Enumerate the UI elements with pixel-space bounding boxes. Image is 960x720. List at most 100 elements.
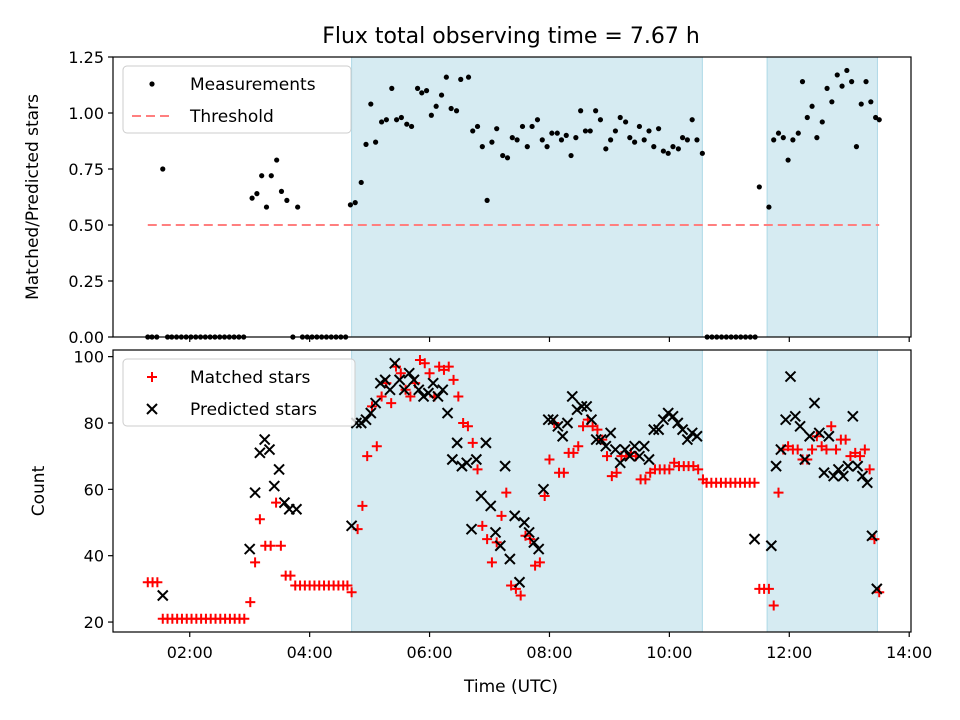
matched-star-point <box>496 510 507 521</box>
predicted-star-point <box>355 417 367 429</box>
predicted-star-point <box>254 447 266 459</box>
measurement-point <box>458 76 464 82</box>
measurement-point <box>775 130 782 136</box>
predicted-star-point <box>413 384 425 396</box>
predicted-star-point <box>861 476 873 489</box>
measurement-point <box>504 155 511 161</box>
measurement-point <box>389 85 395 91</box>
matched-star-point <box>578 421 589 432</box>
measurement-point <box>689 117 695 123</box>
matched-star-point <box>768 600 779 611</box>
matched-star-point <box>152 577 163 588</box>
predicted-star-point <box>561 417 574 429</box>
count-panel: 20 40 60 80 100 02:00 04:00 06:00 08:00 10:00 12:0… <box>29 348 932 662</box>
measurement-point <box>509 135 515 141</box>
predicted-star-point <box>614 457 626 469</box>
measurement-point <box>766 204 772 210</box>
matched-star-point <box>250 557 261 568</box>
legend-marker <box>149 81 155 87</box>
matched-star-point <box>611 467 622 478</box>
measurement-point <box>368 101 374 107</box>
predicted-star-point <box>604 427 617 439</box>
matched-star-point <box>357 500 368 511</box>
predicted-star-point <box>813 427 825 439</box>
matched-star-point <box>807 444 818 455</box>
y-tick-label: 0.00 <box>68 328 104 347</box>
measurement-point <box>484 197 490 203</box>
measurement-point <box>284 197 290 203</box>
predicted-star-point <box>273 463 285 476</box>
measurement-point <box>378 119 385 125</box>
measurement-point <box>534 117 541 123</box>
predicted-star-point <box>470 453 483 466</box>
predicted-star-point <box>652 423 665 436</box>
measurement-point <box>623 119 629 125</box>
matched-star-point <box>826 421 837 432</box>
predicted-star-point <box>537 483 550 496</box>
predicted-star-point <box>628 440 641 452</box>
measurement-point <box>408 123 415 130</box>
measurement-point <box>641 137 647 143</box>
measurement-point <box>627 135 633 141</box>
matched-star-point <box>749 477 760 488</box>
measurement-point <box>363 141 369 147</box>
measurement-point <box>278 188 285 194</box>
shaded-interval <box>766 349 878 633</box>
matched-star-point <box>448 374 459 385</box>
predicted-star-point <box>667 410 679 423</box>
predicted-star-point <box>856 470 869 482</box>
measurement-point <box>404 121 410 127</box>
matched-star-point <box>693 464 704 475</box>
shaded-interval <box>766 56 878 338</box>
matched-star-point <box>443 361 454 372</box>
predicted-star-point <box>345 520 358 532</box>
measurement-point <box>684 137 690 143</box>
predicted-star-point <box>278 496 291 509</box>
measurement-point <box>795 130 801 136</box>
x-tick-label: 12:00 <box>766 643 812 662</box>
predicted-star-point <box>461 457 473 469</box>
shaded-interval <box>351 56 703 338</box>
matched-star-point <box>342 580 353 591</box>
measurement-point <box>519 123 526 130</box>
measurement-point <box>414 85 421 91</box>
predicted-star-point <box>263 443 276 456</box>
matched-star-point <box>763 583 774 594</box>
measurement-point <box>670 144 676 150</box>
predicted-star-point <box>249 486 261 499</box>
measurement-point <box>438 92 445 98</box>
measurement-point <box>539 137 545 143</box>
predicted-star-point <box>648 423 660 436</box>
predicted-star-point <box>619 443 631 456</box>
legend-box <box>122 358 356 427</box>
matched-star-point <box>539 490 550 501</box>
predicted-star-point <box>532 543 545 555</box>
measurement-point <box>603 146 609 152</box>
measurement-point <box>853 144 860 150</box>
predicted-star-point <box>784 370 797 383</box>
matched-star-point <box>419 358 430 369</box>
measurement-point <box>587 128 593 134</box>
axes-frame <box>112 56 912 338</box>
predicted-star-point <box>480 437 492 449</box>
matched-star-point <box>462 421 473 432</box>
predicted-star-point <box>542 413 554 426</box>
predicted-star-point <box>417 390 430 403</box>
predicted-star-point <box>576 400 588 413</box>
predicted-star-point <box>475 490 487 502</box>
predicted-star-point <box>518 516 530 529</box>
measurement-point <box>453 108 460 114</box>
x-tick-label: 02:00 <box>167 643 213 662</box>
predicted-star-point <box>770 460 782 472</box>
measurement-point <box>274 157 280 163</box>
predicted-star-point <box>268 480 280 492</box>
predicted-star-point <box>485 500 497 512</box>
measurement-point <box>160 166 166 172</box>
predicted-star-point <box>832 463 845 476</box>
measurement-point <box>849 79 855 85</box>
matched-star-point <box>664 464 675 475</box>
measurement-point <box>259 173 265 179</box>
legend-marker <box>146 403 158 415</box>
predicted-star-point <box>871 583 883 595</box>
